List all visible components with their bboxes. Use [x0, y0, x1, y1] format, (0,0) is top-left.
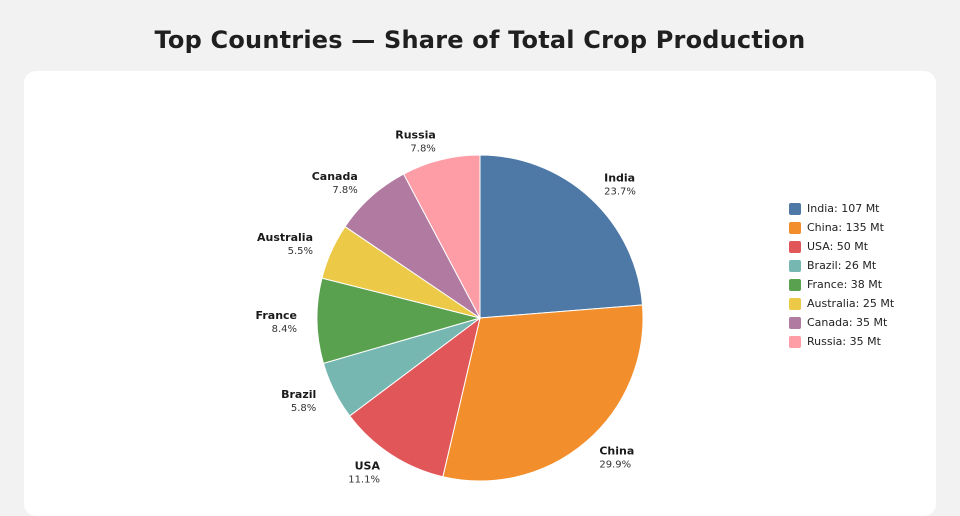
legend-swatch-australia: [789, 297, 801, 310]
slice-percent-usa: 11.1%: [348, 474, 380, 485]
legend-label-canada: Canada: 35 Mt: [807, 316, 888, 329]
legend-label-india: India: 107 Mt: [807, 202, 880, 215]
legend-label-usa: USA: 50 Mt: [807, 240, 869, 253]
legend-item-australia: Australia: 25 Mt: [789, 294, 894, 313]
pie-slice-russia: [402, 154, 481, 319]
legend-label-russia: Russia: 35 Mt: [807, 335, 881, 348]
pie-slice-usa: [348, 316, 481, 478]
legend-swatch-france: [789, 278, 801, 291]
slice-percent-france: 8.4%: [272, 324, 297, 335]
slice-percent-russia: 7.8%: [410, 143, 435, 154]
legend-swatch-china: [789, 221, 801, 234]
legend-item-france: France: 38 Mt: [789, 275, 894, 294]
pie-chart: India 23.7% China 29.9% USA 11.1% Brazil 5.8% Fr…: [256, 128, 644, 485]
slice-percent-india: 23.7%: [604, 187, 636, 198]
legend-label-china: China: 135 Mt: [807, 221, 884, 234]
slice-percent-brazil: 5.8%: [291, 403, 316, 414]
chart-title: Top Countries — Share of Total Crop Prod…: [154, 26, 806, 54]
slice-label-brazil: Brazil: [281, 388, 316, 401]
legend-item-canada: Canada: 35 Mt: [789, 313, 894, 332]
slice-label-australia: Australia: [257, 231, 313, 244]
slice-label-india: India: [604, 172, 635, 185]
chart-legend: India: 107 Mt China: 135 Mt USA: 50 Mt Braz…: [789, 199, 894, 351]
slice-label-canada: Canada: [312, 170, 358, 183]
slice-percent-australia: 5.5%: [288, 246, 313, 257]
legend-item-russia: Russia: 35 Mt: [789, 332, 894, 351]
legend-swatch-brazil: [789, 259, 801, 272]
legend-item-india: India: 107 Mt: [789, 199, 894, 218]
slice-label-china: China: [599, 445, 634, 458]
slice-percent-china: 29.9%: [599, 460, 631, 471]
legend-item-china: China: 135 Mt: [789, 218, 894, 237]
legend-swatch-russia: [789, 335, 801, 348]
slice-percent-canada: 7.8%: [332, 185, 357, 196]
legend-label-brazil: Brazil: 26 Mt: [807, 259, 877, 272]
pie-slice-france: [316, 277, 482, 364]
pie-slice-india: [479, 154, 644, 319]
legend-swatch-canada: [789, 316, 801, 329]
legend-swatch-usa: [789, 240, 801, 253]
slice-label-france: France: [256, 309, 297, 322]
legend-swatch-india: [789, 202, 801, 215]
chart-card: India 23.7% China 29.9% USA 11.1% Brazil 5.8% Fr…: [24, 71, 936, 516]
pie-slice-china: [442, 304, 644, 482]
slice-label-russia: Russia: [395, 128, 436, 141]
legend-label-australia: Australia: 25 Mt: [807, 297, 895, 310]
legend-item-brazil: Brazil: 26 Mt: [789, 256, 894, 275]
legend-item-usa: USA: 50 Mt: [789, 237, 894, 256]
legend-label-france: France: 38 Mt: [807, 278, 883, 291]
slice-label-usa: USA: [355, 459, 381, 472]
